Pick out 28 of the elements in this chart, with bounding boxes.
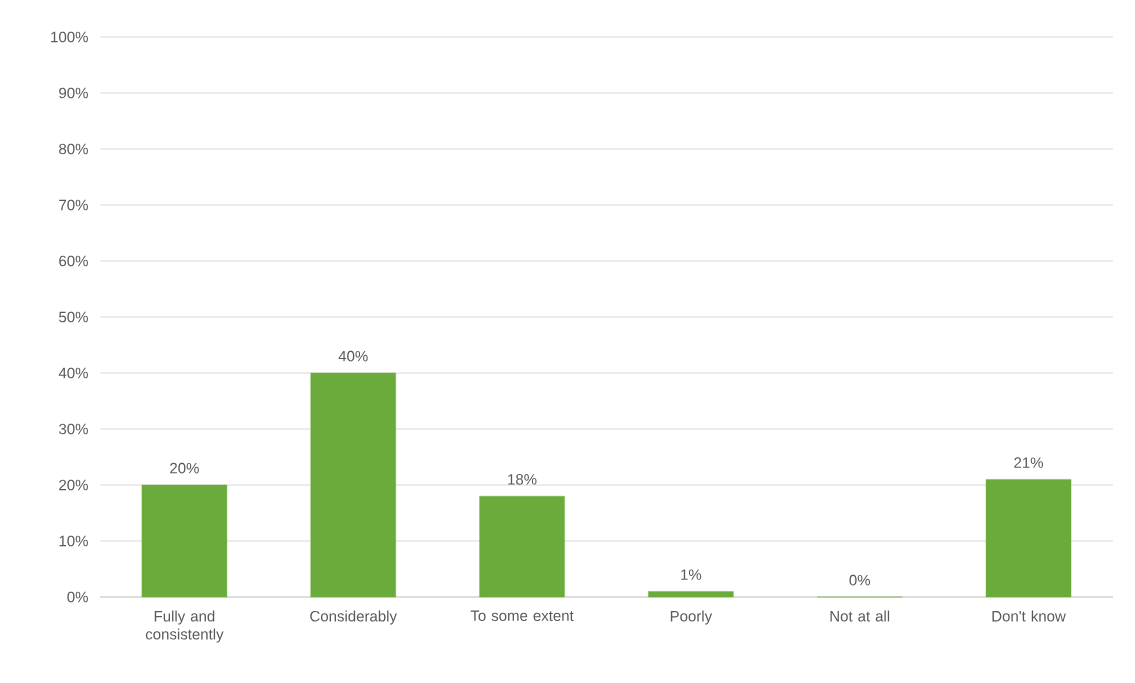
- y-tick-label: 30%: [59, 423, 88, 435]
- x-tick-label: Fully and consistently: [145, 610, 224, 643]
- data-label: 21%: [1014, 457, 1044, 468]
- y-tick-label: 70%: [59, 199, 88, 211]
- y-tick-label: 80%: [59, 143, 88, 155]
- data-label: 18%: [508, 474, 537, 485]
- y-tick-label: 50%: [59, 311, 88, 323]
- bar: [310, 372, 396, 598]
- x-tick-label: Considerably: [310, 610, 397, 625]
- data-label: 0%: [849, 574, 871, 586]
- data-label: 20%: [170, 462, 199, 474]
- y-tick-label: 40%: [58, 367, 88, 379]
- bar: [479, 496, 565, 598]
- y-tick-label: 0%: [67, 591, 88, 603]
- y-tick-label: 60%: [59, 255, 88, 267]
- bar: [985, 479, 1072, 598]
- y-tick-label: 20%: [59, 479, 88, 491]
- x-tick-label: Poorly: [670, 610, 713, 625]
- y-tick-label: 100%: [51, 31, 88, 43]
- bar: [141, 484, 228, 598]
- data-label: 40%: [338, 350, 368, 362]
- x-tick-label: Not at all: [830, 610, 890, 622]
- x-tick-label: To some extent: [470, 610, 574, 621]
- y-tick-label: 10%: [59, 535, 88, 547]
- x-tick-label: Don't know: [992, 610, 1066, 622]
- data-label: 1%: [681, 569, 702, 580]
- y-tick-label: 90%: [59, 87, 88, 99]
- bar: [648, 591, 734, 598]
